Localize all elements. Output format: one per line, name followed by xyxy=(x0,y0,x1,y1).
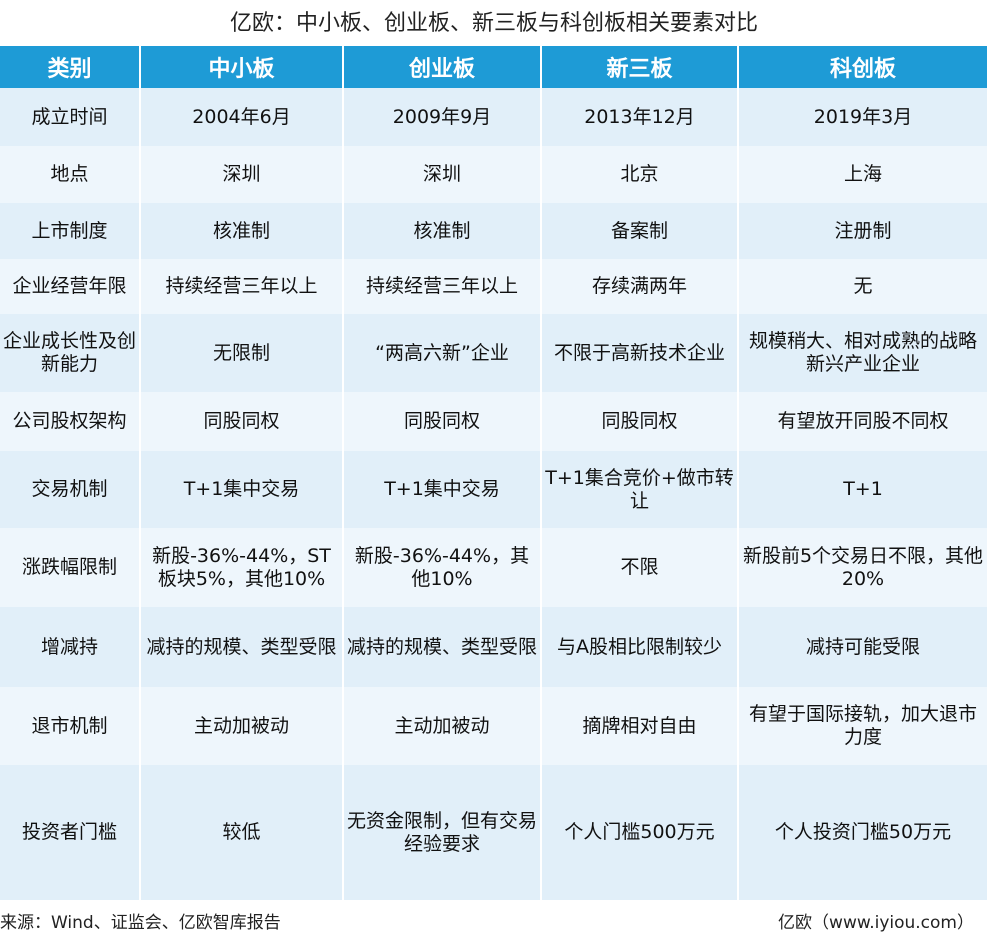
comparison-table: 类别 中小板 创业板 新三板 科创板 成立时间 2004年6月 2009年9月 2013年12… xyxy=(0,46,988,900)
row-label: 涨跌幅限制 xyxy=(0,528,141,607)
table-cell: 摘牌相对自由 xyxy=(541,687,739,765)
row-label: 投资者门槛 xyxy=(0,765,141,900)
table-cell: 2009年9月 xyxy=(343,88,542,146)
table-cell: 核准制 xyxy=(343,203,542,259)
table-cell: 上海 xyxy=(738,146,988,203)
row-label: 上市制度 xyxy=(0,203,141,259)
table-row: 交易机制 T+1集中交易 T+1集中交易 T+1集合竞价+做市转让 T+1 xyxy=(0,451,988,528)
column-header: 类别 xyxy=(0,46,141,88)
table-cell: 核准制 xyxy=(140,203,344,259)
table-cell: 存续满两年 xyxy=(541,259,739,314)
column-header: 科创板 xyxy=(738,46,988,88)
table-cell: 不限于高新技术企业 xyxy=(541,314,739,392)
table-cell: 2004年6月 xyxy=(140,88,344,146)
table-cell: 2019年3月 xyxy=(738,88,988,146)
footer: 来源：Wind、证监会、亿欧智库报告 亿欧（www.iyiou.com） xyxy=(0,908,988,933)
table-cell: 新股前5个交易日不限，其他20% xyxy=(738,528,988,607)
table-cell: 注册制 xyxy=(738,203,988,259)
table-cell: 与A股相比限制较少 xyxy=(541,607,739,687)
table-row: 公司股权架构 同股同权 同股同权 同股同权 有望放开同股不同权 xyxy=(0,392,988,451)
table-cell: 北京 xyxy=(541,146,739,203)
credit-note: 亿欧（www.iyiou.com） xyxy=(778,913,974,933)
row-label: 交易机制 xyxy=(0,451,141,528)
table-row: 上市制度 核准制 核准制 备案制 注册制 xyxy=(0,203,988,259)
table-cell: T+1集合竞价+做市转让 xyxy=(541,451,739,528)
table-cell: T+1集中交易 xyxy=(140,451,344,528)
table-cell: 同股同权 xyxy=(343,392,542,451)
table-cell: 减持的规模、类型受限 xyxy=(343,607,542,687)
table-row: 涨跌幅限制 新股-36%-44%，ST板块5%，其他10% 新股-36%-44%，其… xyxy=(0,528,988,607)
table-cell: 有望于国际接轨，加大退市力度 xyxy=(738,687,988,765)
row-label: 公司股权架构 xyxy=(0,392,141,451)
table-cell: 无限制 xyxy=(140,314,344,392)
table-cell: 同股同权 xyxy=(140,392,344,451)
table-row: 企业成长性及创新能力 无限制 “两高六新”企业 不限于高新技术企业 规模稍大、相对成熟的… xyxy=(0,314,988,392)
table-row: 企业经营年限 持续经营三年以上 持续经营三年以上 存续满两年无 xyxy=(0,259,988,314)
row-label: 增减持 xyxy=(0,607,141,687)
table-cell: 深圳 xyxy=(343,146,542,203)
table-cell: T+1 xyxy=(738,451,988,528)
table-cell: 减持可能受限 xyxy=(738,607,988,687)
table-cell: 深圳 xyxy=(140,146,344,203)
table-cell: 有望放开同股不同权 xyxy=(738,392,988,451)
table-cell: “两高六新”企业 xyxy=(343,314,542,392)
row-label: 企业经营年限 xyxy=(0,259,141,314)
row-label: 企业成长性及创新能力 xyxy=(0,314,141,392)
table-cell: T+1集中交易 xyxy=(343,451,542,528)
column-header: 中小板 xyxy=(140,46,344,88)
table-cell: 无资金限制，但有交易经验要求 xyxy=(343,765,542,900)
row-label: 退市机制 xyxy=(0,687,141,765)
table-cell: 减持的规模、类型受限 xyxy=(140,607,344,687)
row-label: 成立时间 xyxy=(0,88,141,146)
table-cell: 备案制 xyxy=(541,203,739,259)
table-row: 增减持 减持的规模、类型受限 减持的规模、类型受限 与A股相比限制较少 减持可能受限 xyxy=(0,607,988,687)
page-title: 亿欧：中小板、创业板、新三板与科创板相关要素对比 xyxy=(229,11,758,36)
column-header: 新三板 xyxy=(541,46,739,88)
table-cell: 持续经营三年以上 xyxy=(140,259,344,314)
table-cell: 主动加被动 xyxy=(343,687,542,765)
table-cell: 2013年12月 xyxy=(541,88,739,146)
table-cell: 持续经营三年以上 xyxy=(343,259,542,314)
table-cell: 无 xyxy=(738,259,988,314)
table-row: 投资者门槛 较低 无资金限制，但有交易经验要求 个人门槛500万元 个人投资门槛50万元 xyxy=(0,765,988,900)
table-cell: 不限 xyxy=(541,528,739,607)
table-cell: 新股-36%-44%，ST板块5%，其他10% xyxy=(140,528,344,607)
table-row: 退市机制 主动加被动 主动加被动 摘牌相对自由 有望于国际接轨，加大退市力度 xyxy=(0,687,988,765)
row-label: 地点 xyxy=(0,146,141,203)
table-cell: 主动加被动 xyxy=(140,687,344,765)
table-cell: 个人投资门槛50万元 xyxy=(738,765,988,900)
table-row: 成立时间 2004年6月 2009年9月 2013年12月 2019年3月 xyxy=(0,88,988,146)
table-cell: 较低 xyxy=(140,765,344,900)
table-cell: 新股-36%-44%，其他10% xyxy=(343,528,542,607)
table-row: 地点 深圳 深圳 北京 上海 xyxy=(0,146,988,203)
source-note: 来源：Wind、证监会、亿欧智库报告 xyxy=(0,913,281,933)
table-header-row: 类别 中小板 创业板 新三板 科创板 xyxy=(0,46,988,88)
table-cell: 个人门槛500万元 xyxy=(541,765,739,900)
column-header: 创业板 xyxy=(343,46,542,88)
table-cell: 同股同权 xyxy=(541,392,739,451)
table-cell: 规模稍大、相对成熟的战略新兴产业企业 xyxy=(738,314,988,392)
